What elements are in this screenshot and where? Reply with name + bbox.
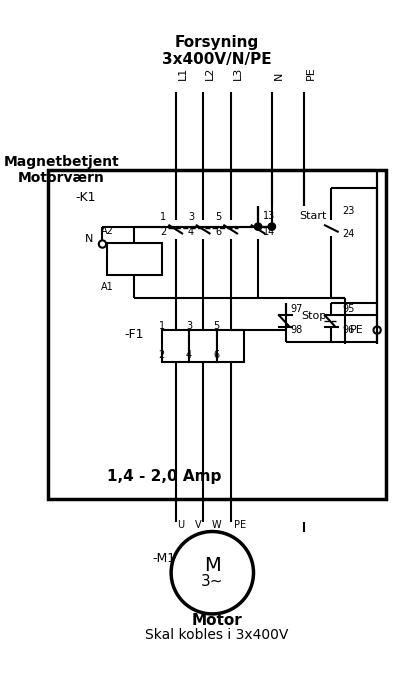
Bar bbox=[190, 330, 217, 362]
Text: 96: 96 bbox=[342, 325, 354, 335]
Text: Magnetbetjent
Motorværn: Magnetbetjent Motorværn bbox=[3, 155, 119, 185]
Text: A2: A2 bbox=[100, 226, 114, 236]
Text: U: U bbox=[177, 520, 184, 530]
Text: N: N bbox=[85, 233, 93, 244]
Bar bbox=[107, 243, 162, 275]
Text: 4: 4 bbox=[186, 350, 192, 360]
Text: L1: L1 bbox=[178, 67, 188, 80]
Text: 4: 4 bbox=[188, 227, 194, 237]
Bar bbox=[162, 330, 190, 362]
Text: 97: 97 bbox=[290, 304, 302, 314]
Text: N: N bbox=[274, 72, 284, 80]
Text: 2: 2 bbox=[160, 227, 166, 237]
Text: PE: PE bbox=[306, 66, 316, 80]
Text: -K1: -K1 bbox=[76, 191, 96, 204]
Text: 95: 95 bbox=[342, 304, 355, 314]
Text: 6: 6 bbox=[215, 227, 222, 237]
Text: 6: 6 bbox=[214, 350, 220, 360]
Text: 1,4 - 2,0 Amp: 1,4 - 2,0 Amp bbox=[107, 469, 221, 484]
Text: 23: 23 bbox=[342, 206, 355, 216]
Text: 13: 13 bbox=[263, 211, 275, 221]
Text: 98: 98 bbox=[290, 325, 302, 335]
Text: 24: 24 bbox=[342, 229, 355, 239]
Circle shape bbox=[99, 240, 106, 248]
Text: 1: 1 bbox=[158, 321, 165, 330]
Text: 3~: 3~ bbox=[201, 575, 224, 590]
Text: PE: PE bbox=[350, 325, 363, 335]
Text: A1: A1 bbox=[101, 282, 113, 291]
Text: Skal kobles i 3x400V: Skal kobles i 3x400V bbox=[145, 628, 288, 642]
Text: 14: 14 bbox=[263, 227, 275, 237]
Text: Forsyning
3x400V/N/PE: Forsyning 3x400V/N/PE bbox=[162, 35, 272, 67]
Text: 2: 2 bbox=[158, 350, 165, 360]
Text: -F1: -F1 bbox=[124, 328, 144, 341]
Bar bbox=[48, 170, 386, 499]
Text: 1: 1 bbox=[160, 213, 166, 222]
Text: Start: Start bbox=[299, 211, 327, 221]
Circle shape bbox=[254, 223, 262, 231]
Text: Motor: Motor bbox=[192, 613, 242, 628]
Text: L3: L3 bbox=[232, 67, 242, 80]
Text: W: W bbox=[212, 520, 222, 530]
Text: Stop: Stop bbox=[302, 311, 327, 321]
Circle shape bbox=[171, 531, 254, 614]
Circle shape bbox=[268, 223, 276, 231]
Text: L2: L2 bbox=[205, 67, 215, 80]
Text: 5: 5 bbox=[213, 321, 220, 330]
Text: V: V bbox=[195, 520, 202, 530]
Bar bbox=[217, 330, 244, 362]
Text: 5: 5 bbox=[215, 213, 222, 222]
Text: -M1: -M1 bbox=[152, 553, 176, 566]
Text: 3: 3 bbox=[186, 321, 192, 330]
Text: PE: PE bbox=[234, 520, 246, 530]
Text: 3: 3 bbox=[188, 213, 194, 222]
Text: M: M bbox=[204, 556, 221, 575]
Circle shape bbox=[374, 326, 381, 334]
